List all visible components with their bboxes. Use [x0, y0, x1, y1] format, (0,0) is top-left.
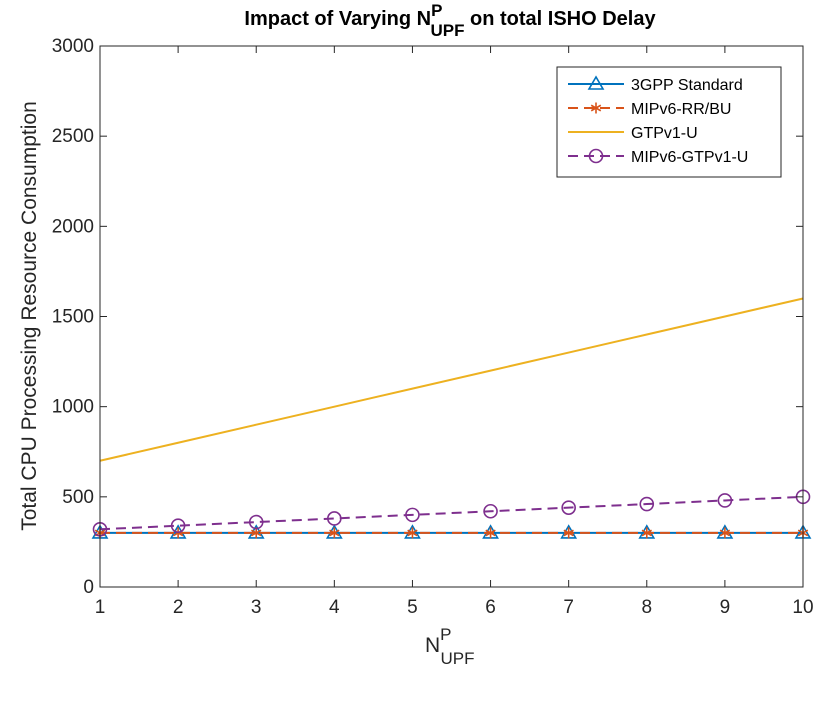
series-line-mipv6-gtpv1-u	[99, 495, 804, 531]
data-point-mipv6-gtpv1-u	[561, 500, 576, 515]
legend-label-mipv6-rr-bu: MIPv6-RR/BU	[631, 101, 731, 118]
x-axis-title: NP UPF	[425, 625, 475, 668]
legend-entry-3gpp-standard: 3GPP Standard	[568, 75, 743, 94]
series-gtpv1-u	[99, 297, 804, 462]
y-tick-label: 1000	[52, 397, 94, 418]
data-point-mipv6-rr-bu	[329, 527, 340, 539]
data-point-mipv6-gtpv1-u	[170, 518, 186, 533]
x-tick-label: 8	[641, 597, 652, 618]
legend-label-gtpv1-u: GTPv1-U	[631, 125, 698, 142]
legend-label-3gpp-standard: 3GPP Standard	[631, 77, 743, 94]
x-tick-label: 4	[329, 597, 340, 618]
y-tick-label: 500	[62, 487, 94, 508]
y-tick-label: 3000	[52, 36, 94, 57]
y-axis-ticks: 0 500 1000 1500 2000 2500 3000	[52, 36, 803, 598]
legend: 3GPP Standard MIPv6-RR/BU GTPv1-U MIPv6-GTP…	[556, 66, 782, 178]
x-tick-label: 9	[720, 597, 731, 618]
axes-box	[99, 45, 804, 588]
y-tick-label: 1500	[52, 307, 94, 328]
data-point-mipv6-rr-bu	[719, 527, 731, 539]
data-point-mipv6-gtpv1-u	[483, 503, 498, 519]
x-tick-label: 7	[563, 597, 574, 618]
data-point-mipv6-gtpv1-u	[639, 496, 655, 512]
legend-entry-gtpv1-u: GTPv1-U	[568, 125, 698, 142]
y-tick-label: 0	[83, 577, 94, 598]
chart-title-sup: P	[431, 1, 442, 20]
y-tick-label: 2000	[52, 216, 94, 237]
legend-entry-mipv6-rr-bu: MIPv6-RR/BU	[568, 101, 731, 118]
x-axis-title-sub: UPF	[441, 649, 475, 668]
legend-marker-mipv6-rr-bu	[590, 102, 602, 114]
data-point-mipv6-gtpv1-u	[405, 507, 420, 523]
chart-title: Impact of Varying NP UPF on total ISHO De…	[244, 1, 656, 40]
x-tick-label: 1	[95, 597, 106, 618]
x-tick-label: 2	[173, 597, 184, 618]
data-point-mipv6-gtpv1-u	[717, 493, 733, 508]
series-mipv6-gtpv1-u	[92, 489, 811, 537]
legend-box	[556, 66, 782, 178]
data-point-mipv6-rr-bu	[407, 527, 418, 539]
data-point-mipv6-rr-bu	[563, 527, 574, 539]
data-point-mipv6-gtpv1-u	[327, 511, 342, 526]
x-axis-title-sup: P	[440, 625, 451, 644]
legend-marker-3gpp-standard	[587, 75, 605, 90]
series-layer	[91, 297, 812, 539]
data-point-mipv6-gtpv1-u	[248, 514, 264, 530]
x-axis-ticks: 1 2 3 4 5 6 7 8 9 10	[95, 46, 814, 618]
y-tick-label: 2500	[52, 126, 94, 147]
legend-label-mipv6-gtpv1-u: MIPv6-GTPv1-U	[631, 149, 748, 166]
data-point-mipv6-rr-bu	[641, 527, 652, 539]
chart-title-sub: UPF	[430, 21, 464, 40]
x-tick-label: 10	[792, 597, 813, 618]
x-tick-label: 3	[251, 597, 262, 618]
series-line-gtpv1-u	[99, 297, 804, 462]
x-tick-label: 6	[485, 597, 496, 618]
legend-entry-mipv6-gtpv1-u: MIPv6-GTPv1-U	[568, 148, 748, 166]
data-point-mipv6-rr-bu	[485, 527, 496, 539]
legend-marker-mipv6-gtpv1-u	[588, 148, 604, 164]
y-axis-title: Total CPU Processing Resource Consumptio…	[18, 101, 41, 531]
x-tick-label: 5	[407, 597, 418, 618]
